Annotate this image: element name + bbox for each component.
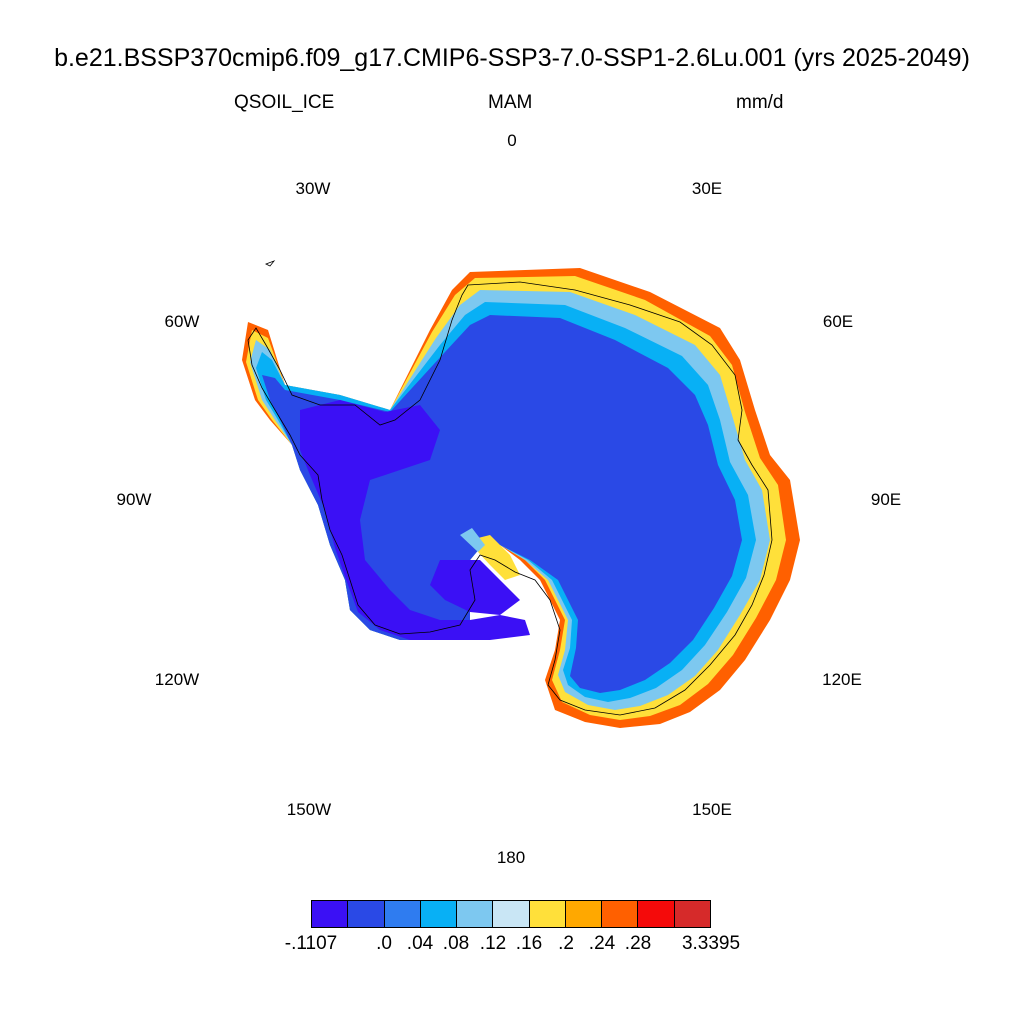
lon-label-30e: 30E xyxy=(691,179,723,198)
west-antarctica-deep-blue xyxy=(300,400,530,640)
colorbar-label: .28 xyxy=(624,933,652,954)
colorbar-label: .08 xyxy=(442,933,470,954)
plot-title: b.e21.BSSP370cmip6.f09_g17.CMIP6-SSP3-7.… xyxy=(54,44,970,72)
lon-label-90w: 90W xyxy=(116,490,152,509)
colorbar-swatch xyxy=(384,901,421,927)
colorbar-label: .16 xyxy=(515,933,543,954)
colorbar-label: .24 xyxy=(588,933,616,954)
colorbar-label: .0 xyxy=(376,933,392,954)
colorbar-swatch xyxy=(674,901,710,927)
colorbar-swatch xyxy=(420,901,458,927)
island-outline xyxy=(265,260,276,267)
colorbar-label: .2 xyxy=(558,933,574,954)
lon-label-180: 180 xyxy=(496,848,526,867)
colorbar-swatch xyxy=(312,901,349,927)
variable-label: QSOIL_ICE xyxy=(234,92,335,113)
colorbar-label: .12 xyxy=(479,933,507,954)
colorbar-swatch xyxy=(348,901,385,927)
colorbar-swatch xyxy=(457,901,494,927)
lon-label-150w: 150W xyxy=(286,800,332,819)
lon-label-120w: 120W xyxy=(154,670,200,689)
season-label: MAM xyxy=(488,92,533,113)
colorbar-label: -.1107 xyxy=(284,933,338,954)
colorbar-swatch xyxy=(565,901,603,927)
lon-label-0: 0 xyxy=(507,131,517,150)
units-label: mm/d xyxy=(736,92,784,113)
coastline xyxy=(247,281,773,716)
colorbar-label: .04 xyxy=(406,933,434,954)
lon-label-60e: 60E xyxy=(822,312,854,331)
lon-label-30w: 30W xyxy=(295,179,331,198)
lon-label-120e: 120E xyxy=(822,670,862,689)
colorbar-swatch xyxy=(602,901,639,927)
colorbar-swatch xyxy=(638,901,675,927)
colorbar-swatch xyxy=(529,901,566,927)
colorbar-label: 3.3395 xyxy=(681,933,741,954)
lon-label-150e: 150E xyxy=(692,800,732,819)
colorbar-swatch xyxy=(493,901,530,927)
lon-label-90e: 90E xyxy=(870,490,902,509)
colorbar xyxy=(311,900,711,928)
lon-label-60w: 60W xyxy=(164,312,200,331)
ross-ice-shelf-edge xyxy=(460,528,520,580)
